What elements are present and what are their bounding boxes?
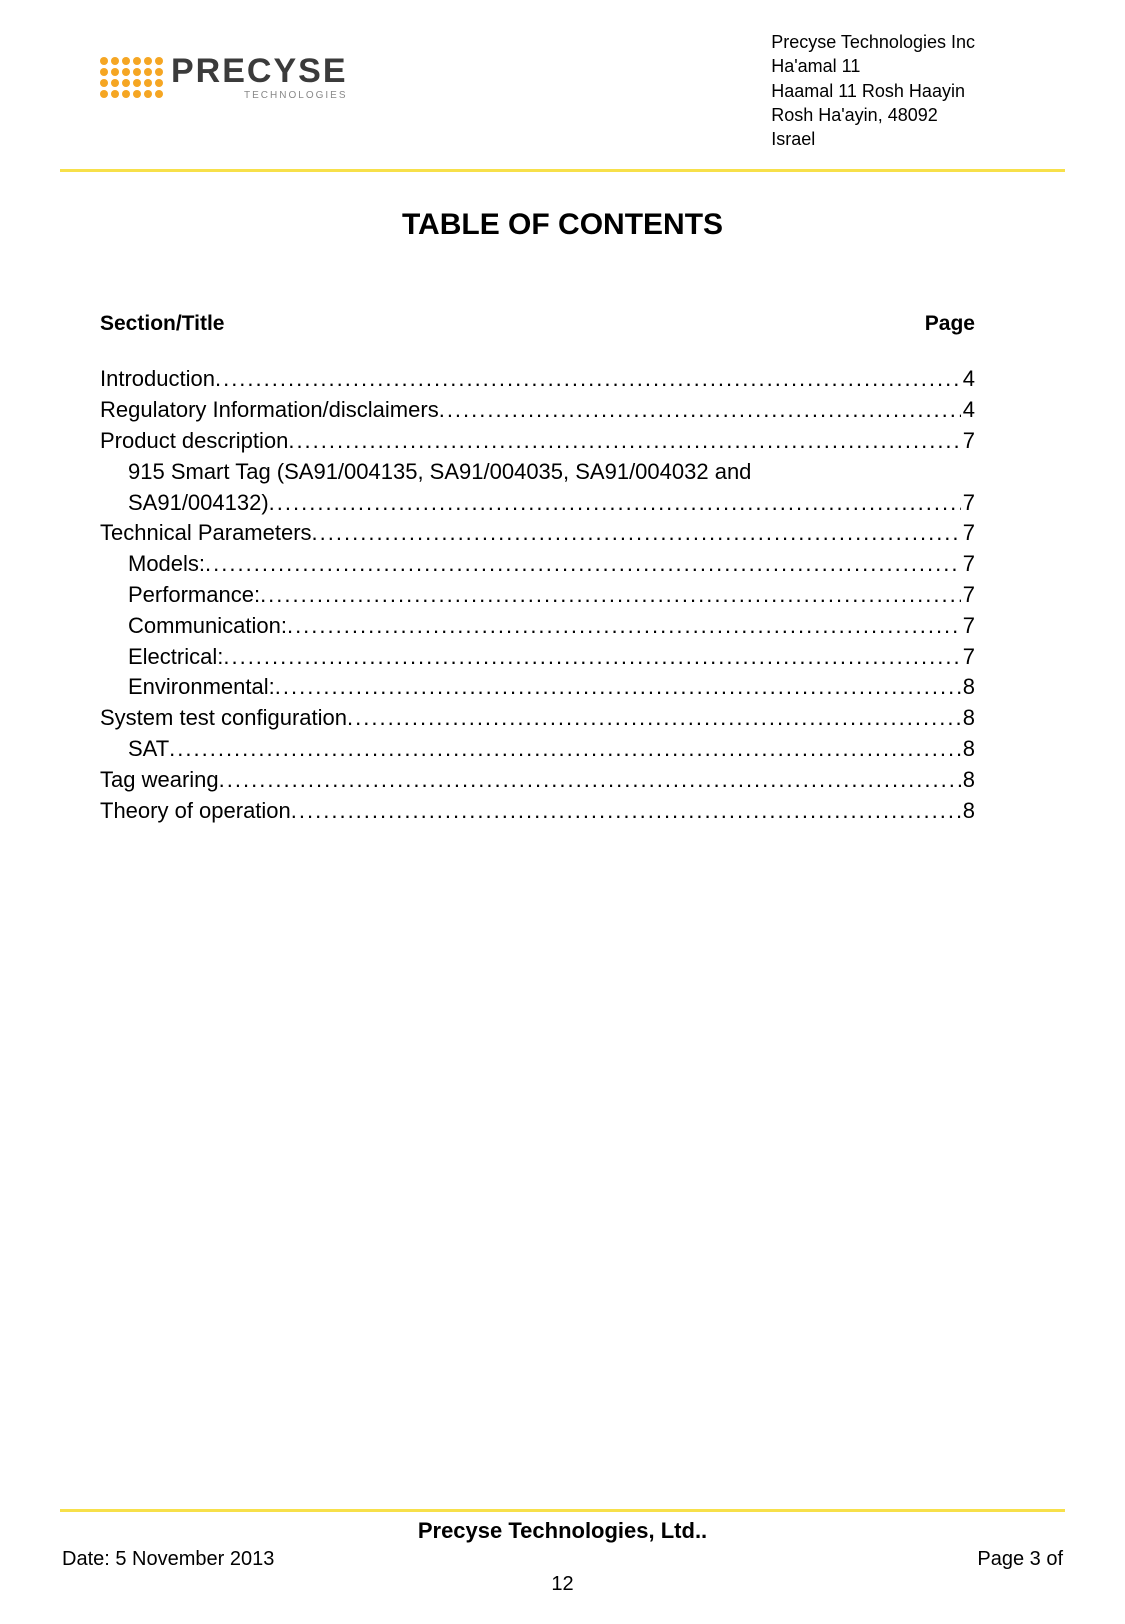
address-line: Ha'amal 11 [771,54,975,78]
footer-date: Date: 5 November 2013 [62,1548,274,1571]
toc-label: Theory of operation [100,796,291,827]
toc-page: 4 [961,364,975,395]
toc-leader-dots [275,672,961,703]
toc-column-headers: Section/Title Page [100,312,975,336]
toc-leader-dots [205,549,961,580]
toc-page: 8 [961,734,975,765]
toc-leader-dots [439,395,961,426]
toc-label: Regulatory Information/disclaimers [100,395,439,426]
footer-company: Precyse Technologies, Ltd.. [60,1518,1065,1544]
toc-row: Environmental: 8 [100,672,975,703]
toc-label: Electrical: [100,642,223,673]
toc-page: 7 [961,611,975,642]
toc-label: Tag wearing [100,765,219,796]
company-address: Precyse Technologies Inc Ha'amal 11 Haam… [771,30,975,151]
page-title: TABLE OF CONTENTS [60,208,1065,242]
toc-label: Communication: [100,611,287,642]
toc-leader-dots [260,580,961,611]
toc-row: Technical Parameters 7 [100,518,975,549]
toc-page: 8 [961,703,975,734]
toc-leader-dots [291,796,961,827]
toc-label: SA91/004132) [100,488,269,519]
toc-leader-dots [347,703,961,734]
toc-page: 7 [961,518,975,549]
toc-leader-dots [215,364,961,395]
col-header-page: Page [925,312,975,336]
header: PRECYSE TECHNOLOGIES Precyse Technologie… [60,30,1065,163]
toc-leader-dots [223,642,960,673]
toc-page: 7 [961,580,975,611]
toc-page: 8 [961,765,975,796]
footer-page-label: Page 3 of [977,1548,1063,1571]
toc-label: 915 Smart Tag (SA91/004135, SA91/004035,… [100,457,975,488]
toc-leader-dots [169,734,961,765]
logo-text-wrap: PRECYSE TECHNOLOGIES [171,54,348,101]
address-line: Haamal 11 Rosh Haayin [771,79,975,103]
footer-row: Date: 5 November 2013 Page 3 of [60,1548,1065,1571]
toc-row: Theory of operation 8 [100,796,975,827]
toc-leader-dots [288,426,960,457]
toc-row: Tag wearing 8 [100,765,975,796]
toc-row: SAT 8 [100,734,975,765]
toc-page: 7 [961,488,975,519]
toc-row: Communication: 7 [100,611,975,642]
footer-rule [60,1509,1065,1512]
toc-row: Electrical: 7 [100,642,975,673]
footer: Precyse Technologies, Ltd.. Date: 5 Nove… [60,1503,1065,1596]
toc-label: SAT [100,734,169,765]
toc-row: Performance: 7 [100,580,975,611]
toc-label: Models: [100,549,205,580]
toc-page: 8 [961,672,975,703]
footer-page-total: 12 [60,1573,1065,1596]
logo-sub-text: TECHNOLOGIES [244,90,347,101]
toc-label: Performance: [100,580,260,611]
toc-leader-dots [287,611,961,642]
toc-page: 7 [961,642,975,673]
address-line: Precyse Technologies Inc [771,30,975,54]
toc-page: 7 [961,426,975,457]
toc-leader-dots [269,488,961,519]
toc-label: Product description [100,426,288,457]
toc-label: Environmental: [100,672,275,703]
toc-page: 8 [961,796,975,827]
col-header-section: Section/Title [100,312,224,336]
logo-main-text: PRECYSE [171,54,348,88]
toc-row: 915 Smart Tag (SA91/004135, SA91/004035,… [100,457,975,519]
address-line: Rosh Ha'ayin, 48092 [771,103,975,127]
toc-row: System test configuration 8 [100,703,975,734]
toc-label: Technical Parameters [100,518,312,549]
toc-row: Introduction 4 [100,364,975,395]
toc-row: Models: 7 [100,549,975,580]
toc-label: Introduction [100,364,215,395]
header-rule [60,169,1065,172]
logo: PRECYSE TECHNOLOGIES [100,54,348,101]
page: PRECYSE TECHNOLOGIES Precyse Technologie… [0,0,1125,1624]
toc-page: 4 [961,395,975,426]
toc-page: 7 [961,549,975,580]
address-line: Israel [771,127,975,151]
toc-row: Product description 7 [100,426,975,457]
table-of-contents: Introduction 4 Regulatory Information/di… [100,364,975,826]
toc-leader-dots [219,765,961,796]
toc-leader-dots [312,518,961,549]
logo-dots-icon [100,57,163,98]
toc-row: Regulatory Information/disclaimers 4 [100,395,975,426]
toc-label: System test configuration [100,703,347,734]
